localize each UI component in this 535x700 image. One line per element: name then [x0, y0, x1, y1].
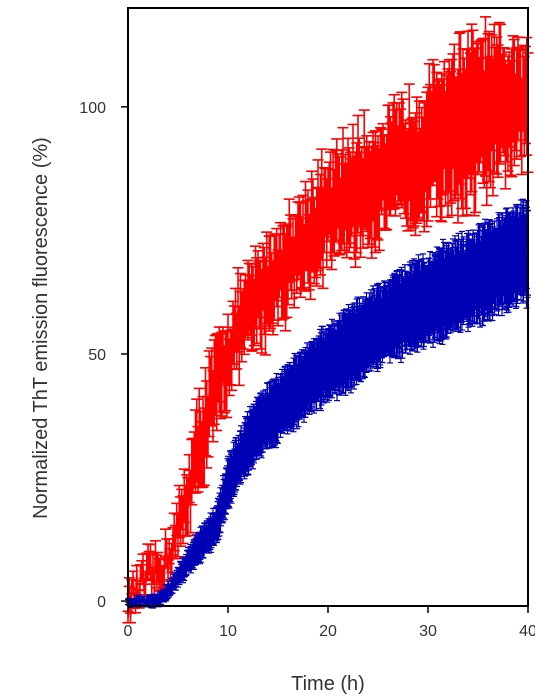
y-tick-label: 0	[97, 594, 106, 611]
series-line	[127, 247, 529, 608]
x-axis-label: Time (h)	[291, 673, 365, 695]
x-tick-label: 0	[124, 623, 133, 640]
series-line	[127, 86, 529, 618]
axes: 0 10 20 30 40 0 50 100	[79, 100, 535, 640]
series-2	[125, 198, 531, 609]
x-tick-label: 40	[519, 623, 535, 640]
y-tick-label: 100	[79, 100, 106, 117]
y-axis-label: Normalized ThT emission fluorescence (%)	[30, 137, 52, 519]
series-1	[122, 16, 534, 624]
y-tick-label: 50	[88, 347, 106, 364]
x-tick-label: 30	[419, 623, 437, 640]
x-tick-label: 10	[219, 623, 237, 640]
x-tick-label: 20	[319, 623, 337, 640]
plot-area	[122, 16, 534, 624]
